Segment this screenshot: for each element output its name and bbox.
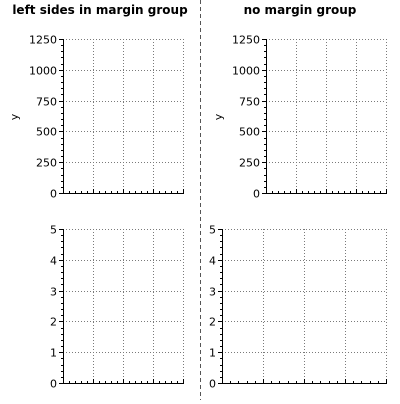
y-tick-label: 5 bbox=[209, 224, 216, 237]
plot-area: 0 1 2 3 4 5 bbox=[209, 224, 387, 391]
y-tick-label: 2 bbox=[209, 316, 216, 329]
y-tick-label: 0 bbox=[253, 188, 260, 201]
y-tick-label: 0 bbox=[50, 188, 57, 201]
plot-title: left sides in margin group bbox=[12, 3, 188, 17]
y-tick-label: 250 bbox=[239, 157, 260, 170]
y-tick-label: 4 bbox=[50, 255, 57, 268]
plot-area: 0 250 500 750 1000 1250 bbox=[29, 34, 184, 201]
y-tick-label: 3 bbox=[209, 286, 216, 299]
plot-panel-top-left: left sides in margin group y 0 250 500 750 1… bbox=[8, 3, 188, 201]
y-tick-label: 1250 bbox=[232, 34, 260, 47]
y-tick-label: 500 bbox=[239, 126, 260, 139]
plot-title: no margin group bbox=[244, 3, 357, 17]
y-tick-label: 1 bbox=[209, 347, 216, 360]
plot-panel-top-right: no margin group y 0 250 500 750 1000 1250 bbox=[212, 3, 387, 201]
y-axis-label: y bbox=[212, 113, 225, 120]
plot-panel-bottom-left: 0 1 2 3 4 5 bbox=[50, 224, 184, 391]
plot-panel-bottom-right: 0 1 2 3 4 5 bbox=[209, 224, 387, 391]
y-tick-label: 2 bbox=[50, 316, 57, 329]
y-tick-label: 750 bbox=[36, 96, 57, 109]
y-axis-label: y bbox=[8, 113, 21, 120]
y-tick-label: 1000 bbox=[29, 65, 57, 78]
y-tick-label: 0 bbox=[209, 378, 216, 391]
y-tick-label: 5 bbox=[50, 224, 57, 237]
plot-area: 0 1 2 3 4 5 bbox=[50, 224, 184, 391]
y-tick-label: 750 bbox=[239, 96, 260, 109]
y-tick-label: 0 bbox=[50, 378, 57, 391]
y-tick-label: 500 bbox=[36, 126, 57, 139]
y-tick-label: 1250 bbox=[29, 34, 57, 47]
plot-area: 0 250 500 750 1000 1250 bbox=[232, 34, 387, 201]
y-tick-label: 1 bbox=[50, 347, 57, 360]
y-tick-label: 1000 bbox=[232, 65, 260, 78]
y-tick-label: 3 bbox=[50, 286, 57, 299]
y-tick-label: 250 bbox=[36, 157, 57, 170]
y-tick-label: 4 bbox=[209, 255, 216, 268]
